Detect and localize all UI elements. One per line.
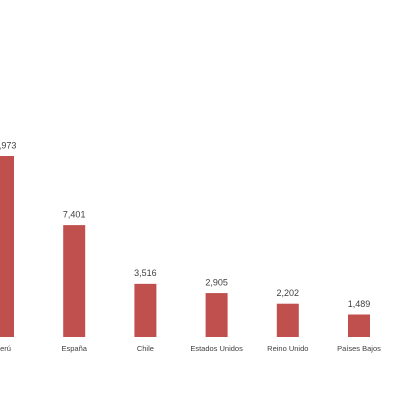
bar: [63, 225, 86, 337]
data-label: 3,516: [134, 268, 157, 278]
category-label: Reino Unido: [267, 344, 308, 353]
category-label: Países Bajos: [337, 344, 381, 353]
bar: [0, 156, 14, 337]
category-label: Estados Unidos: [190, 344, 243, 353]
bar: [276, 303, 299, 337]
data-label: 11,973: [0, 140, 16, 150]
data-label: 1,489: [348, 299, 371, 309]
bar: [205, 293, 228, 337]
category-label: España: [61, 344, 87, 353]
bar: [348, 314, 370, 337]
data-label: 2,202: [277, 288, 300, 298]
category-label: Chile: [137, 344, 154, 353]
bar: [134, 283, 157, 337]
data-label: 2,905: [205, 277, 228, 287]
data-label: 7,401: [63, 209, 86, 219]
category-label: Perú: [0, 344, 11, 353]
